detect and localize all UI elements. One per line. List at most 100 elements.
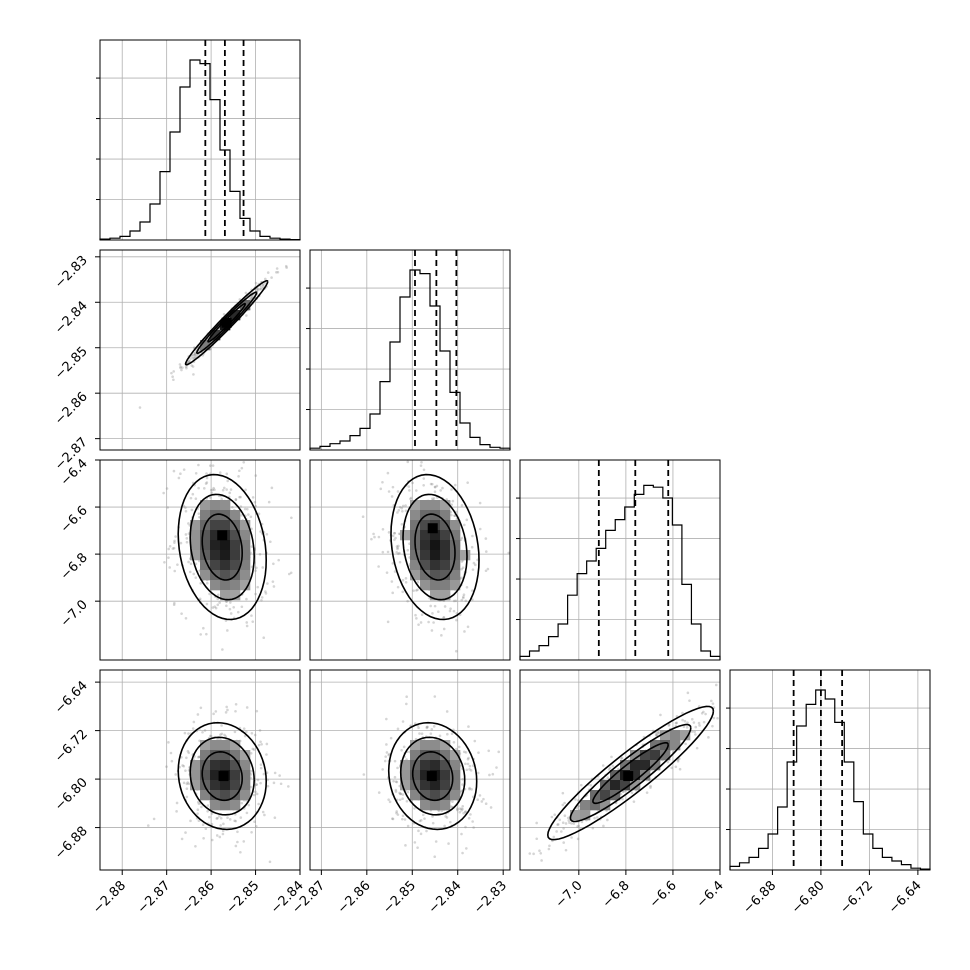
- sample-point: [595, 816, 599, 819]
- sample-point: [619, 792, 623, 796]
- density-cell: [420, 770, 431, 781]
- sample-point: [199, 633, 202, 636]
- sample-point: [695, 746, 699, 750]
- density-cell: [430, 750, 441, 761]
- sample-point: [215, 817, 219, 820]
- sample-point: [229, 488, 233, 491]
- sample-point: [422, 477, 426, 480]
- y-tick-label: −6.80: [52, 775, 91, 814]
- density-cell: [420, 530, 431, 541]
- sample-point: [458, 810, 462, 814]
- sample-point: [391, 485, 395, 489]
- density-cell: [440, 500, 451, 511]
- sample-point: [450, 732, 454, 736]
- sample-point: [209, 464, 212, 467]
- density-cell: [210, 520, 221, 531]
- sample-point: [272, 585, 276, 588]
- sample-point: [182, 468, 186, 471]
- sample-point: [264, 592, 268, 595]
- sample-point: [742, 698, 745, 701]
- sample-point: [528, 852, 532, 855]
- sample-point: [666, 760, 670, 764]
- sample-point: [413, 807, 416, 810]
- contour-line: [201, 750, 243, 802]
- sample-point: [547, 847, 551, 851]
- density-cell: [210, 580, 221, 591]
- sample-point: [484, 537, 488, 540]
- sample-point: [210, 822, 214, 826]
- density-cell: [580, 810, 591, 821]
- x-tick-label: −2.83: [471, 878, 510, 917]
- x-tick-label: −6.80: [789, 878, 828, 917]
- sample-point: [251, 620, 255, 623]
- density-cell: [440, 530, 451, 541]
- density-cell: [420, 760, 431, 771]
- sample-point: [266, 582, 269, 585]
- sample-point: [377, 535, 381, 539]
- sample-point: [211, 488, 215, 492]
- sample-point: [433, 490, 437, 493]
- scatter-panel-2-0: [99, 459, 301, 670]
- sample-point: [189, 819, 192, 823]
- sample-point: [465, 768, 469, 772]
- sample-point: [467, 725, 470, 728]
- density-cell: [440, 560, 451, 571]
- sample-point: [370, 537, 373, 541]
- sample-point: [185, 366, 188, 370]
- contour-line: [414, 513, 456, 581]
- density-cell: [230, 800, 241, 811]
- sample-point: [711, 702, 715, 705]
- y-tick-label: −6.64: [52, 678, 91, 717]
- sample-point: [442, 627, 446, 631]
- sample-point: [601, 764, 605, 767]
- sample-point: [416, 580, 420, 584]
- sample-point: [252, 667, 255, 670]
- sample-point: [217, 593, 220, 597]
- density-cell: [420, 800, 431, 811]
- density-cell: [240, 570, 251, 581]
- panel-frame: [99, 669, 301, 871]
- density-cell: [190, 550, 201, 561]
- density-cell: [430, 530, 441, 541]
- density-cell: [220, 540, 231, 551]
- sample-point: [398, 791, 401, 795]
- sample-point: [182, 781, 186, 785]
- sample-point: [240, 605, 244, 609]
- sample-point: [184, 533, 188, 536]
- sample-point: [254, 474, 258, 477]
- sample-point: [564, 848, 568, 852]
- sample-point: [259, 287, 263, 291]
- density-cell: [210, 330, 221, 341]
- contour-line: [546, 705, 715, 841]
- sample-point: [183, 731, 187, 735]
- sample-point: [188, 359, 191, 363]
- sample-point: [194, 472, 198, 475]
- sample-point: [255, 289, 259, 293]
- density-cell: [410, 760, 421, 771]
- sample-point: [561, 803, 565, 807]
- x-tick-label: −6.64: [886, 878, 925, 917]
- x-tick-label: −6.8: [600, 878, 633, 911]
- density-cell: [460, 550, 471, 561]
- sample-point: [398, 551, 401, 555]
- density-cell: [450, 780, 461, 791]
- sample-point: [461, 566, 465, 569]
- sample-point: [196, 800, 200, 804]
- sample-point: [693, 730, 696, 734]
- sample-point: [468, 786, 471, 790]
- sample-point: [193, 352, 197, 355]
- sample-point: [205, 581, 209, 585]
- density-cell: [220, 790, 231, 801]
- sample-point: [433, 485, 437, 489]
- sample-point: [190, 364, 194, 367]
- sample-point: [205, 472, 208, 475]
- sample-point: [197, 463, 200, 467]
- sample-point: [185, 782, 189, 786]
- density-cell: [200, 530, 211, 541]
- y-tick-label: −7.0: [58, 597, 91, 630]
- sample-point: [234, 703, 238, 706]
- sample-point: [253, 733, 257, 737]
- sample-point: [435, 484, 439, 488]
- density-cell: [440, 550, 451, 561]
- sample-point: [259, 740, 262, 744]
